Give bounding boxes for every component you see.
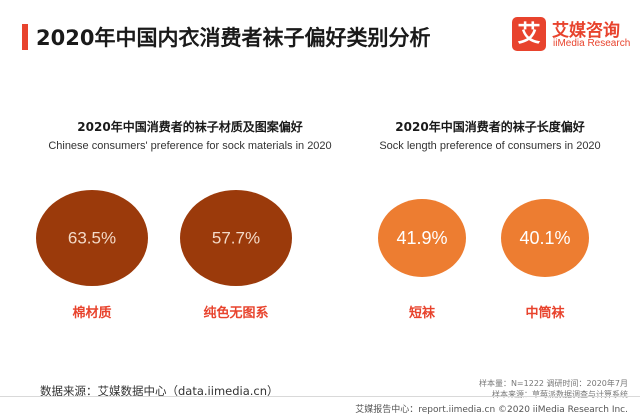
copyright-footer: 艾媒报告中心：report.iimedia.cn ©2020 iiMedia R… (355, 405, 628, 415)
bubble-value-1-1: 40.1% (519, 228, 570, 248)
bubble-value-0-0: 63.5% (68, 228, 116, 247)
logo-icon: 艾 (512, 17, 546, 51)
material-chart-subtitle: Chinese consumers' preference for sock m… (48, 140, 332, 152)
bubble-label-0-0: 棉材质 (72, 305, 111, 321)
logo-text-cn: 艾媒咨询 (552, 21, 620, 41)
bubble-1-1 (501, 199, 589, 277)
bubble-label-1-1: 中筒袜 (525, 305, 565, 321)
bubble-1-0 (378, 199, 466, 277)
bubble-0-1 (180, 190, 292, 286)
bubble-label-0-1: 纯色无图系 (203, 305, 268, 321)
data-source: 数据来源：艾媒数据中心（data.iimedia.cn） (40, 384, 279, 398)
length-chart-subtitle: Sock length preference of consumers in 2… (379, 140, 601, 152)
bubble-label-1-0: 短袜 (409, 305, 436, 321)
bubble-value-1-0: 41.9% (396, 228, 447, 248)
sample-source-meta: 样本来源：草莓派数据调查与计算系统 (492, 390, 628, 399)
brand-logo[interactable]: 艾 艾媒咨询 iiMedia Research (512, 15, 630, 55)
title-accent-bar (22, 24, 28, 50)
length-chart-title: 2020年中国消费者的袜子长度偏好 (395, 120, 585, 134)
logo-text-en: iiMedia Research (553, 38, 631, 49)
material-chart-title: 2020年中国消费者的袜子材质及图案偏好 (77, 120, 303, 134)
page-title: 2020年中国内衣消费者袜子偏好类别分析 (36, 26, 431, 50)
bubble-0-0 (36, 190, 148, 286)
bubble-value-0-1: 57.7% (212, 228, 260, 247)
sample-meta: 样本量：N=1222 调研时间：2020年7月 (478, 379, 628, 388)
footer-divider (0, 396, 640, 397)
